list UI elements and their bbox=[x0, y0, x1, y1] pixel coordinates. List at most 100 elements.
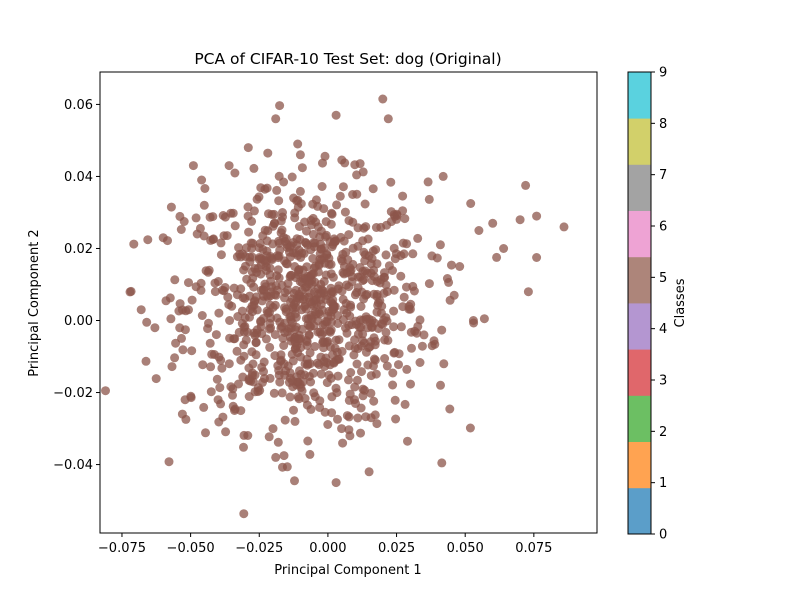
data-point bbox=[166, 314, 176, 324]
data-point bbox=[290, 476, 299, 486]
data-point bbox=[187, 346, 197, 356]
data-point bbox=[199, 200, 209, 210]
data-point bbox=[338, 249, 348, 259]
data-point bbox=[295, 379, 305, 389]
data-point bbox=[315, 254, 325, 264]
data-point bbox=[372, 419, 382, 429]
data-point bbox=[356, 428, 365, 438]
y-tick-label: −0.04 bbox=[53, 458, 93, 473]
data-point bbox=[316, 369, 326, 379]
data-point bbox=[330, 237, 340, 246]
data-point bbox=[419, 330, 429, 340]
data-point bbox=[352, 189, 362, 199]
data-point bbox=[326, 297, 336, 307]
data-point bbox=[270, 290, 280, 299]
data-point bbox=[345, 311, 355, 321]
data-point bbox=[184, 278, 193, 288]
data-point bbox=[438, 171, 448, 181]
data-point bbox=[210, 287, 220, 297]
data-point bbox=[302, 337, 312, 347]
data-point bbox=[331, 110, 341, 120]
data-point bbox=[300, 217, 310, 227]
data-point bbox=[294, 394, 304, 404]
data-point bbox=[371, 223, 381, 232]
data-point bbox=[243, 143, 253, 153]
data-point bbox=[216, 238, 226, 248]
data-point bbox=[175, 211, 185, 221]
data-point bbox=[268, 221, 278, 231]
colorbar-tick-label: 6 bbox=[659, 220, 667, 235]
data-point bbox=[447, 260, 456, 270]
data-point bbox=[350, 335, 360, 345]
data-point bbox=[167, 362, 177, 372]
data-point bbox=[277, 322, 287, 332]
data-point bbox=[372, 292, 382, 301]
data-point bbox=[191, 213, 201, 223]
y-axis-title: Principal Component 2 bbox=[27, 229, 42, 376]
x-tick-label: 0.025 bbox=[378, 541, 415, 556]
data-point bbox=[344, 341, 354, 351]
data-point bbox=[290, 416, 300, 426]
data-point bbox=[331, 478, 341, 488]
data-point bbox=[282, 259, 292, 269]
data-point bbox=[214, 308, 224, 318]
data-point bbox=[198, 360, 208, 370]
data-point bbox=[309, 388, 319, 398]
data-point bbox=[532, 211, 542, 221]
data-point bbox=[316, 239, 325, 249]
data-point bbox=[399, 249, 409, 259]
data-point bbox=[293, 139, 303, 149]
data-point bbox=[302, 262, 312, 272]
data-point bbox=[205, 212, 215, 222]
data-point bbox=[232, 290, 242, 300]
data-point bbox=[275, 377, 285, 387]
data-point bbox=[228, 390, 237, 400]
data-point bbox=[479, 314, 489, 324]
data-point bbox=[379, 272, 389, 282]
data-point bbox=[396, 322, 406, 332]
data-point bbox=[322, 378, 332, 388]
data-point bbox=[444, 277, 454, 287]
x-tick-label: −0.025 bbox=[235, 541, 283, 556]
data-point bbox=[346, 265, 356, 275]
data-point bbox=[469, 318, 479, 328]
data-point bbox=[258, 285, 268, 295]
data-point bbox=[352, 320, 361, 329]
x-axis: −0.075 −0.050 −0.025 0.000 0.025 0.050 0.075 bbox=[98, 533, 552, 556]
data-point bbox=[240, 293, 250, 303]
points-layer bbox=[101, 94, 569, 519]
data-point bbox=[423, 177, 433, 187]
data-point bbox=[355, 159, 365, 169]
colorbar-segment bbox=[628, 395, 651, 442]
data-point bbox=[390, 395, 400, 405]
data-point bbox=[307, 269, 317, 279]
data-point bbox=[219, 231, 229, 241]
data-point bbox=[415, 358, 425, 367]
y-tick-label: 0.06 bbox=[64, 98, 93, 113]
data-point bbox=[352, 359, 362, 369]
colorbar-segment bbox=[628, 164, 651, 211]
data-point bbox=[265, 270, 275, 280]
data-point bbox=[259, 367, 268, 377]
data-point bbox=[318, 286, 328, 296]
data-point bbox=[232, 346, 242, 356]
data-point bbox=[315, 396, 325, 406]
data-point bbox=[271, 114, 281, 124]
data-point bbox=[417, 341, 427, 351]
data-point bbox=[220, 283, 230, 292]
data-point bbox=[332, 200, 342, 210]
data-point bbox=[345, 389, 355, 399]
data-point bbox=[357, 367, 366, 377]
data-point bbox=[340, 158, 350, 168]
data-point bbox=[251, 292, 261, 302]
data-point bbox=[279, 341, 289, 350]
data-point bbox=[412, 328, 422, 338]
data-point bbox=[359, 275, 369, 285]
data-point bbox=[251, 337, 261, 347]
data-point bbox=[313, 327, 323, 337]
data-point bbox=[432, 253, 442, 263]
data-point bbox=[225, 316, 235, 325]
data-point bbox=[389, 322, 399, 332]
data-point bbox=[327, 408, 337, 418]
data-point bbox=[239, 340, 249, 350]
